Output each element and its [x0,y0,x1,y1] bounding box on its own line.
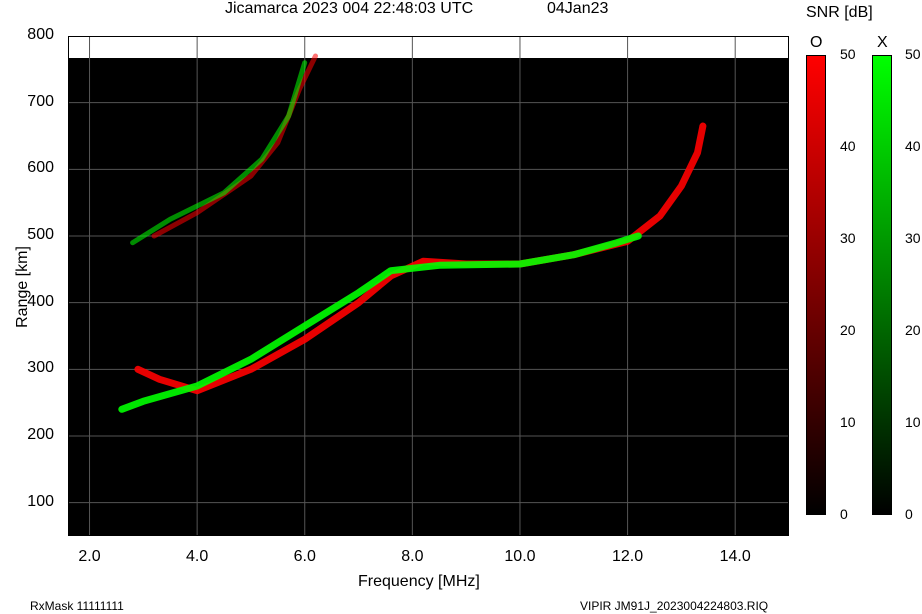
x-tick-3: 8.0 [401,548,424,565]
colorbar-x-tick-3: 20 [905,322,921,338]
y-tick-5: 600 [27,159,54,177]
y-tick-0: 100 [27,492,54,510]
x-tick-6: 14.0 [719,548,751,565]
colorbar-o-tick-1: 40 [840,138,856,154]
colorbar-o-tick-0: 50 [840,46,856,62]
colorbar-x-mode: X [877,34,888,51]
y-axis-label: Range [km] [14,246,31,328]
colorbar-o-tick-3: 20 [840,322,856,338]
colorbar-x-tick-2: 30 [905,230,921,246]
trace-x-1 [118,232,642,413]
y-tick-4: 500 [27,226,54,243]
colorbar-o-mode: O [810,34,823,51]
trace-o-0 [134,122,707,395]
x-tick-2: 6.0 [293,548,316,565]
snr-label: SNR [dB] [806,4,873,21]
colorbar-x-tick-1: 40 [905,138,921,154]
colorbar-o-tick-4: 10 [840,414,856,430]
colorbar-o-tick-2: 30 [840,230,856,246]
y-tick-2: 300 [27,359,54,377]
ionogram-svg [68,36,789,536]
colorbar-x-tick-0: 50 [905,46,921,62]
colorbar-o-tick-5: 0 [840,506,848,522]
plot-area [68,36,789,536]
x-tick-5: 12.0 [612,548,644,565]
colorbar-x-tick-5: 0 [905,506,913,522]
y-tick-6: 700 [27,92,54,110]
chart-title: Jicamarca 2023 004 22:48:03 UTC [225,0,474,17]
plot-blank-band [68,36,789,59]
colorbar-x-tick-4: 10 [905,414,921,430]
x-tick-4: 10.0 [504,548,536,565]
y-tick-1: 200 [27,426,54,443]
y-tick-7: 800 [27,26,54,43]
trace-o-2 [151,53,318,239]
y-tick-3: 400 [27,292,54,310]
rxmask-label: RxMask 11111111 [30,599,124,613]
chart-date: 04Jan23 [547,0,609,17]
trace-x-3 [130,60,308,246]
colorbar-x [872,55,892,515]
x-axis-label: Frequency [MHz] [358,573,480,590]
x-tick-1: 4.0 [186,548,209,565]
file-label: VIPIR JM91J_2023004224803.RIQ [580,599,769,613]
x-tick-0: 2.0 [78,548,101,565]
colorbar-o [806,55,826,515]
